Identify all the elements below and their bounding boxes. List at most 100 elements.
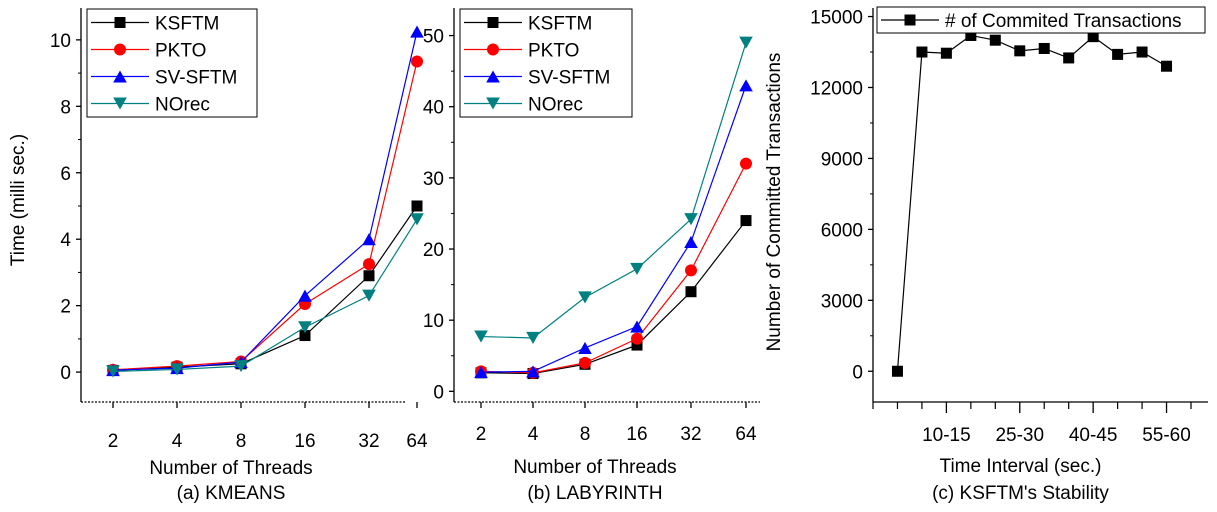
legend-label: # of Commited Transactions (945, 11, 1182, 32)
legend-label: PKTO (155, 41, 206, 62)
y-tick-label: 6 (60, 164, 71, 185)
series-1 (475, 215, 752, 380)
y-tick-label: 10 (50, 31, 71, 52)
data-point (578, 341, 592, 354)
data-point (631, 339, 643, 351)
legend-label: SV-SFTM (528, 68, 610, 89)
data-point (234, 360, 248, 373)
x-tick-label: 8 (580, 424, 591, 445)
y-tick-label: 50 (423, 27, 444, 48)
legend-marker (114, 43, 126, 56)
y-tick-label: 6000 (821, 220, 863, 241)
x-tick-label: 4 (172, 431, 183, 452)
x-tick-label: 55-60 (1142, 425, 1191, 446)
x-axis-label: Number of Threads (513, 457, 676, 478)
x-tick-label: 4 (528, 424, 539, 445)
series-line (896, 34, 1167, 372)
x-tick-label: 32 (680, 424, 701, 445)
data-point (579, 356, 591, 369)
y-tick-label: 4 (60, 230, 71, 251)
chart-panel-3: 0 3000 6000 9000 12000 15000 10-15 25-30 40-45 55… (764, 6, 1208, 504)
data-point (631, 332, 643, 345)
data-point (630, 262, 644, 275)
series-line (480, 163, 747, 374)
data-point (1112, 48, 1124, 60)
data-point (739, 36, 753, 49)
series-line (480, 85, 747, 373)
y-axis-label: Time (milli sec.) (8, 134, 29, 266)
y-tick-label: 30 (423, 169, 444, 190)
series-line (112, 218, 418, 373)
data-point (1063, 52, 1075, 64)
series-4 (106, 213, 424, 378)
y-tick-label: 3000 (821, 291, 863, 312)
data-point (1087, 31, 1099, 43)
data-point (685, 286, 697, 298)
x-axis-label: Number of Threads (149, 458, 312, 479)
legend-marker (904, 14, 916, 26)
series-line (112, 61, 418, 371)
legend-marker (486, 70, 500, 83)
data-point (891, 365, 903, 377)
data-point (740, 215, 752, 227)
data-point (170, 363, 184, 376)
legend-label: KSFTM (155, 14, 219, 35)
series-3 (474, 79, 753, 379)
legend-marker (114, 17, 126, 28)
data-point (916, 46, 928, 58)
data-point (362, 233, 376, 246)
data-point (299, 330, 311, 342)
y-tick-label: 9000 (821, 149, 863, 170)
series-4 (474, 36, 753, 345)
data-point (740, 157, 752, 170)
y-tick-label: 12000 (810, 78, 863, 99)
x-axis-label: Time Interval (sec.) (940, 456, 1102, 477)
legend-marker (486, 97, 500, 110)
y-tick-label: 0 (852, 362, 863, 383)
chart-caption: (c) KSFTM's Stability (932, 483, 1109, 504)
legend-label: NOrec (528, 95, 583, 116)
chart-panel-2: 0 10 20 30 40 50 2 4 8 16 32 64 Number of Threads (b)… (423, 8, 760, 504)
data-point (630, 320, 644, 333)
x-tick-label: 25-30 (995, 425, 1044, 446)
series-line (480, 42, 747, 339)
data-point (411, 55, 423, 68)
y-tick-label: 0 (60, 363, 71, 384)
legend-marker (487, 43, 499, 56)
y-tick-label: 2 (60, 297, 71, 318)
y-tick-label: 20 (423, 240, 444, 261)
legend-marker (113, 70, 127, 83)
y-tick-label: 0 (433, 382, 444, 403)
x-tick-label: 40-45 (1069, 425, 1118, 446)
x-tick-label: 2 (108, 431, 119, 452)
legend-marker (113, 97, 127, 110)
data-point (1136, 46, 1148, 58)
legend: KSFTM PKTO SV-SFTM NOrec (459, 8, 633, 118)
chart-caption: (a) KMEANS (177, 483, 286, 504)
y-tick-label: 10 (423, 311, 444, 332)
legend-label: KSFTM (528, 14, 592, 35)
data-point (526, 365, 540, 378)
series-2 (475, 157, 752, 379)
data-point (989, 34, 1001, 46)
data-point (940, 47, 952, 59)
x-tick-label: 16 (294, 431, 315, 452)
data-point (410, 25, 424, 38)
y-tick-label: 15000 (810, 8, 863, 29)
data-point (684, 213, 698, 226)
data-point (410, 213, 424, 226)
legend: # of Commited Transactions (876, 6, 1206, 34)
data-point (965, 29, 977, 41)
legend-marker (487, 17, 499, 28)
legend: KSFTM PKTO SV-SFTM NOrec (86, 8, 258, 118)
series-line (112, 205, 418, 372)
data-point (298, 289, 312, 302)
data-point (363, 258, 375, 271)
data-point (685, 264, 697, 277)
series-line (112, 31, 418, 371)
data-point (1038, 42, 1050, 54)
series-line (480, 220, 747, 375)
legend-label: SV-SFTM (155, 68, 237, 89)
x-tick-label: 32 (358, 431, 379, 452)
data-point (578, 291, 592, 304)
